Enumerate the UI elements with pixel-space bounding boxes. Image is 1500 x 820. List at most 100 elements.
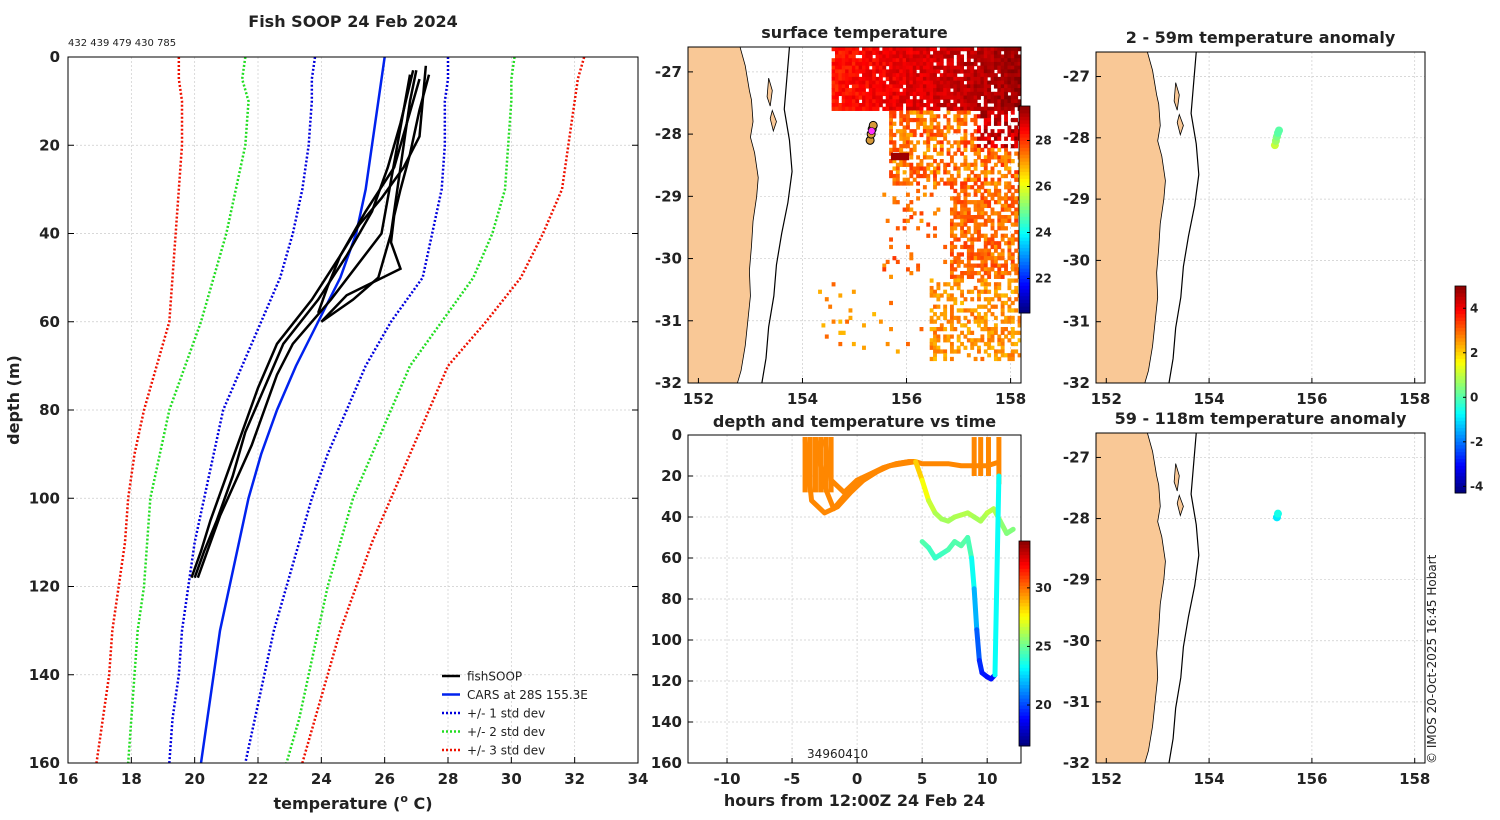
sst-cell [987, 248, 992, 253]
sst-cell [977, 345, 981, 350]
sst-cell [1010, 84, 1015, 89]
sst-cell [933, 91, 937, 97]
sst-cell [878, 76, 883, 82]
sst-cell [882, 54, 887, 59]
map-y-tick-label: -27 [1063, 68, 1090, 86]
sst-cell [980, 91, 985, 97]
sst-cell [899, 80, 904, 85]
sst-cell [977, 136, 981, 141]
colorbar-segment [1455, 403, 1466, 408]
sst-cell [953, 162, 958, 167]
sst-cell [865, 61, 870, 67]
sst-cell [922, 192, 927, 197]
sst-cell [977, 155, 981, 160]
sst-cell [949, 341, 954, 347]
sst-cell [851, 61, 856, 67]
sst-cell [987, 327, 992, 332]
sst-cell [899, 129, 904, 134]
colorbar-segment [1455, 461, 1466, 466]
sst-cell [997, 129, 1002, 134]
colorbar-segment [1019, 181, 1030, 186]
sst-cell [919, 69, 924, 74]
sst-cell [1000, 319, 1005, 324]
sst-cell [949, 259, 954, 265]
sst-cell [889, 132, 893, 138]
sst-cell [1014, 69, 1019, 74]
sst-cell [889, 129, 893, 134]
sst-cell [1010, 106, 1015, 111]
sst-cell [1010, 80, 1015, 85]
sst-cell [943, 259, 948, 265]
sst-cell [845, 50, 850, 55]
sst-cell [987, 203, 992, 209]
sst-cell [885, 50, 890, 55]
land-mass [1096, 433, 1166, 763]
sst-cell [892, 177, 897, 182]
sst-cell [943, 114, 948, 119]
sst-cell [966, 256, 971, 261]
map-x-tick-label: 152 [1091, 770, 1122, 788]
sst-cell [1000, 61, 1005, 67]
colorbar-segment [1019, 116, 1030, 121]
sst-cell [946, 117, 951, 123]
sst-cell [939, 65, 944, 70]
sst-cell [936, 125, 941, 130]
sst-cell [1000, 300, 1005, 306]
sst-cell [990, 99, 995, 104]
sst-cell [1004, 88, 1008, 93]
sst-cell [828, 304, 833, 309]
sst-cell [889, 65, 893, 70]
sst-cell [845, 99, 850, 104]
sst-cell [916, 173, 921, 179]
sst-cell [899, 99, 904, 104]
colorbar-segment [1455, 420, 1466, 425]
colorbar-segment [1019, 742, 1030, 747]
colorbar-segment [1019, 541, 1030, 545]
sst-cell [1007, 237, 1012, 242]
sst-cell [1004, 181, 1008, 186]
sst-cell [973, 256, 978, 261]
sst-cell [1017, 319, 1021, 324]
sst-cell [878, 65, 883, 70]
sst-cell [1014, 99, 1019, 104]
sst-cell [966, 110, 971, 115]
sst-cell [848, 103, 853, 108]
sst-cell [973, 177, 978, 182]
colorbar-segment [1455, 430, 1466, 435]
sst-cell [878, 50, 883, 55]
sst-cell [872, 84, 877, 89]
sst-cell [834, 73, 839, 78]
sst-cell [956, 308, 961, 313]
sst-cell [895, 99, 900, 104]
sst-cell [933, 103, 937, 108]
sst-cell [973, 203, 978, 209]
sst-cell [922, 166, 927, 171]
sst-cell [906, 181, 910, 186]
map-x-tick-label: 156 [1296, 390, 1327, 408]
sst-cell [949, 80, 954, 85]
sst-cell [977, 215, 981, 220]
sst-cell [906, 99, 910, 104]
sst-cell [906, 106, 910, 111]
colorbar-segment [1019, 554, 1030, 559]
sst-cell [993, 274, 998, 279]
ts-y-tick-label: 60 [661, 549, 682, 567]
sst-cell [929, 110, 934, 115]
sst-cell [987, 95, 992, 100]
sst-cell [895, 76, 900, 82]
sst-cell [902, 80, 907, 85]
sst-cell [899, 65, 904, 70]
sst-cell [841, 95, 846, 100]
sst-cell [1007, 99, 1012, 104]
colorbar-box [1018, 540, 1031, 747]
sst-cell [939, 80, 944, 85]
sst-cell [993, 73, 998, 78]
sst-cell [977, 129, 981, 134]
sst-cell [980, 84, 985, 89]
sst-cell [889, 106, 893, 111]
sst-cell [926, 166, 931, 171]
sst-cell [889, 117, 893, 123]
sst-cell [997, 136, 1002, 141]
sst-cell [983, 244, 988, 250]
sst-cell [977, 200, 981, 205]
